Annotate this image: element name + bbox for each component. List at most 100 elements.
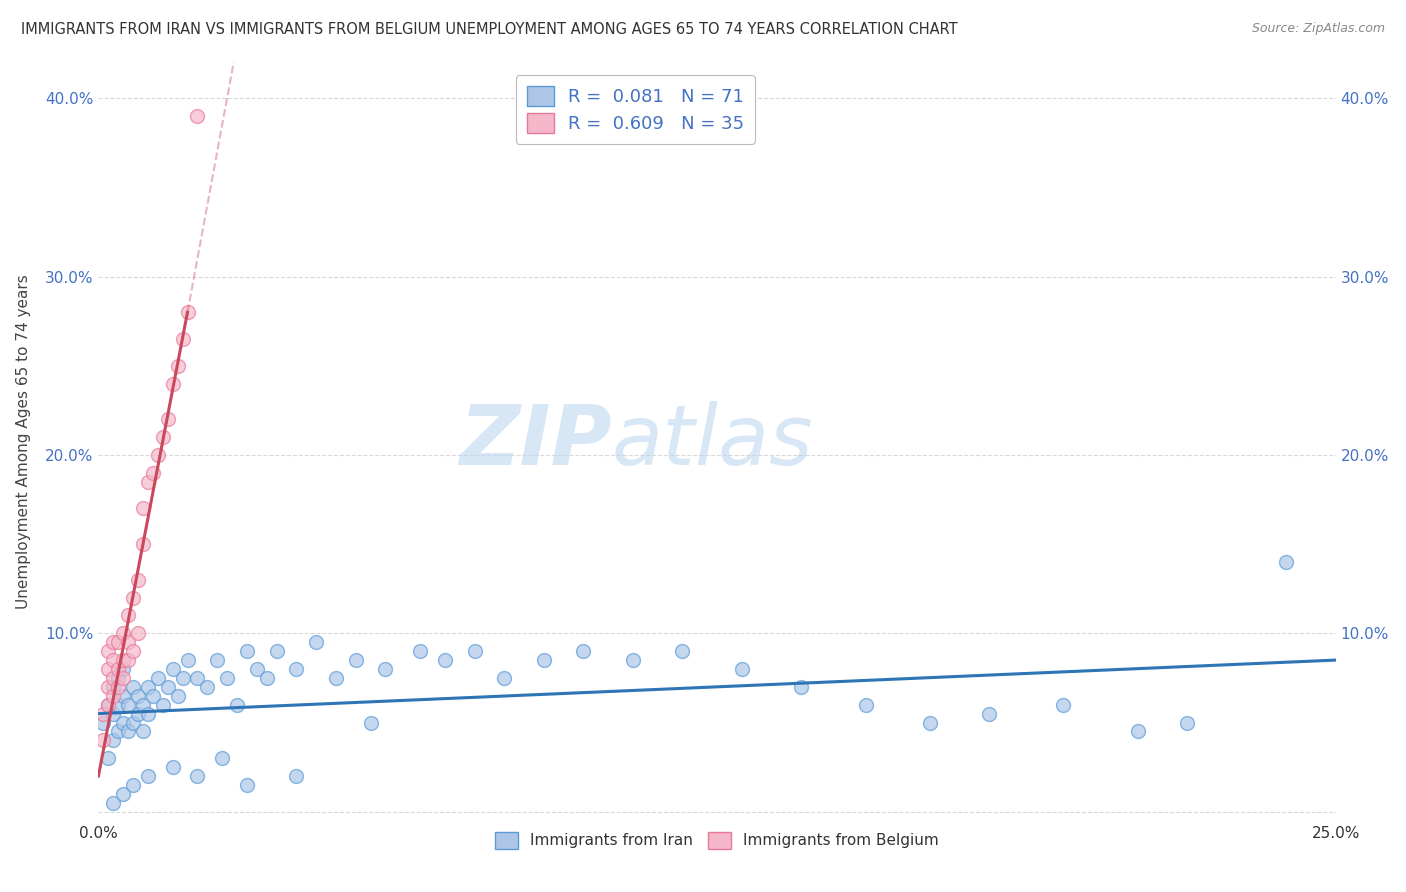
Point bbox=[464, 644, 486, 658]
Point bbox=[305, 635, 328, 649]
Point bbox=[107, 671, 129, 685]
Point bbox=[103, 706, 125, 721]
Point bbox=[103, 733, 125, 747]
Point bbox=[533, 653, 555, 667]
Point bbox=[186, 671, 208, 685]
Point bbox=[103, 689, 125, 703]
Point bbox=[285, 769, 308, 783]
Legend: Immigrants from Iran, Immigrants from Belgium: Immigrants from Iran, Immigrants from Be… bbox=[489, 826, 945, 855]
Point bbox=[176, 653, 198, 667]
Point bbox=[671, 644, 693, 658]
Point bbox=[132, 501, 155, 516]
Point bbox=[93, 706, 115, 721]
Point bbox=[136, 769, 159, 783]
Text: IMMIGRANTS FROM IRAN VS IMMIGRANTS FROM BELGIUM UNEMPLOYMENT AMONG AGES 65 TO 74: IMMIGRANTS FROM IRAN VS IMMIGRANTS FROM … bbox=[21, 22, 957, 37]
Point bbox=[112, 671, 135, 685]
Point bbox=[117, 653, 139, 667]
Point bbox=[112, 715, 135, 730]
Point bbox=[136, 706, 159, 721]
Point bbox=[621, 653, 644, 667]
Point bbox=[132, 724, 155, 739]
Point bbox=[107, 662, 129, 676]
Point bbox=[117, 635, 139, 649]
Point bbox=[186, 769, 208, 783]
Point bbox=[1275, 555, 1298, 569]
Point bbox=[790, 680, 813, 694]
Point bbox=[112, 689, 135, 703]
Y-axis label: Unemployment Among Ages 65 to 74 years: Unemployment Among Ages 65 to 74 years bbox=[17, 274, 31, 609]
Point bbox=[122, 644, 145, 658]
Point bbox=[97, 698, 120, 712]
Point bbox=[146, 448, 169, 462]
Point bbox=[195, 680, 218, 694]
Point bbox=[731, 662, 754, 676]
Point bbox=[172, 671, 194, 685]
Point bbox=[132, 537, 155, 551]
Point bbox=[855, 698, 877, 712]
Point bbox=[122, 680, 145, 694]
Point bbox=[132, 698, 155, 712]
Point bbox=[325, 671, 347, 685]
Text: atlas: atlas bbox=[612, 401, 814, 482]
Point bbox=[117, 608, 139, 623]
Point bbox=[112, 626, 135, 640]
Point bbox=[117, 698, 139, 712]
Point bbox=[103, 653, 125, 667]
Point bbox=[172, 332, 194, 346]
Point bbox=[1126, 724, 1149, 739]
Point bbox=[918, 715, 941, 730]
Point bbox=[103, 680, 125, 694]
Point bbox=[142, 689, 165, 703]
Point bbox=[979, 706, 1001, 721]
Point bbox=[97, 680, 120, 694]
Point bbox=[103, 635, 125, 649]
Point bbox=[93, 733, 115, 747]
Point bbox=[152, 698, 174, 712]
Point bbox=[246, 662, 269, 676]
Point bbox=[226, 698, 249, 712]
Point bbox=[166, 359, 188, 373]
Point bbox=[93, 715, 115, 730]
Point bbox=[122, 715, 145, 730]
Point bbox=[176, 305, 198, 319]
Point bbox=[1175, 715, 1198, 730]
Point bbox=[112, 662, 135, 676]
Point bbox=[107, 698, 129, 712]
Point bbox=[136, 475, 159, 489]
Point bbox=[344, 653, 367, 667]
Point bbox=[166, 689, 188, 703]
Point bbox=[494, 671, 516, 685]
Point bbox=[103, 796, 125, 810]
Point bbox=[266, 644, 288, 658]
Point bbox=[1052, 698, 1074, 712]
Point bbox=[152, 430, 174, 444]
Point bbox=[433, 653, 456, 667]
Point bbox=[217, 671, 239, 685]
Point bbox=[127, 626, 149, 640]
Point bbox=[186, 109, 208, 123]
Point bbox=[112, 653, 135, 667]
Point bbox=[122, 778, 145, 792]
Point bbox=[97, 751, 120, 765]
Point bbox=[117, 724, 139, 739]
Point bbox=[409, 644, 432, 658]
Point bbox=[122, 591, 145, 605]
Point bbox=[211, 751, 233, 765]
Point bbox=[97, 662, 120, 676]
Point bbox=[136, 680, 159, 694]
Point bbox=[162, 376, 184, 391]
Point bbox=[127, 706, 149, 721]
Point bbox=[256, 671, 278, 685]
Point bbox=[97, 698, 120, 712]
Point bbox=[236, 644, 259, 658]
Point bbox=[107, 680, 129, 694]
Text: Source: ZipAtlas.com: Source: ZipAtlas.com bbox=[1251, 22, 1385, 36]
Point bbox=[236, 778, 259, 792]
Point bbox=[162, 662, 184, 676]
Point bbox=[156, 412, 179, 426]
Point bbox=[127, 573, 149, 587]
Point bbox=[97, 644, 120, 658]
Point bbox=[103, 671, 125, 685]
Point bbox=[360, 715, 382, 730]
Point bbox=[127, 689, 149, 703]
